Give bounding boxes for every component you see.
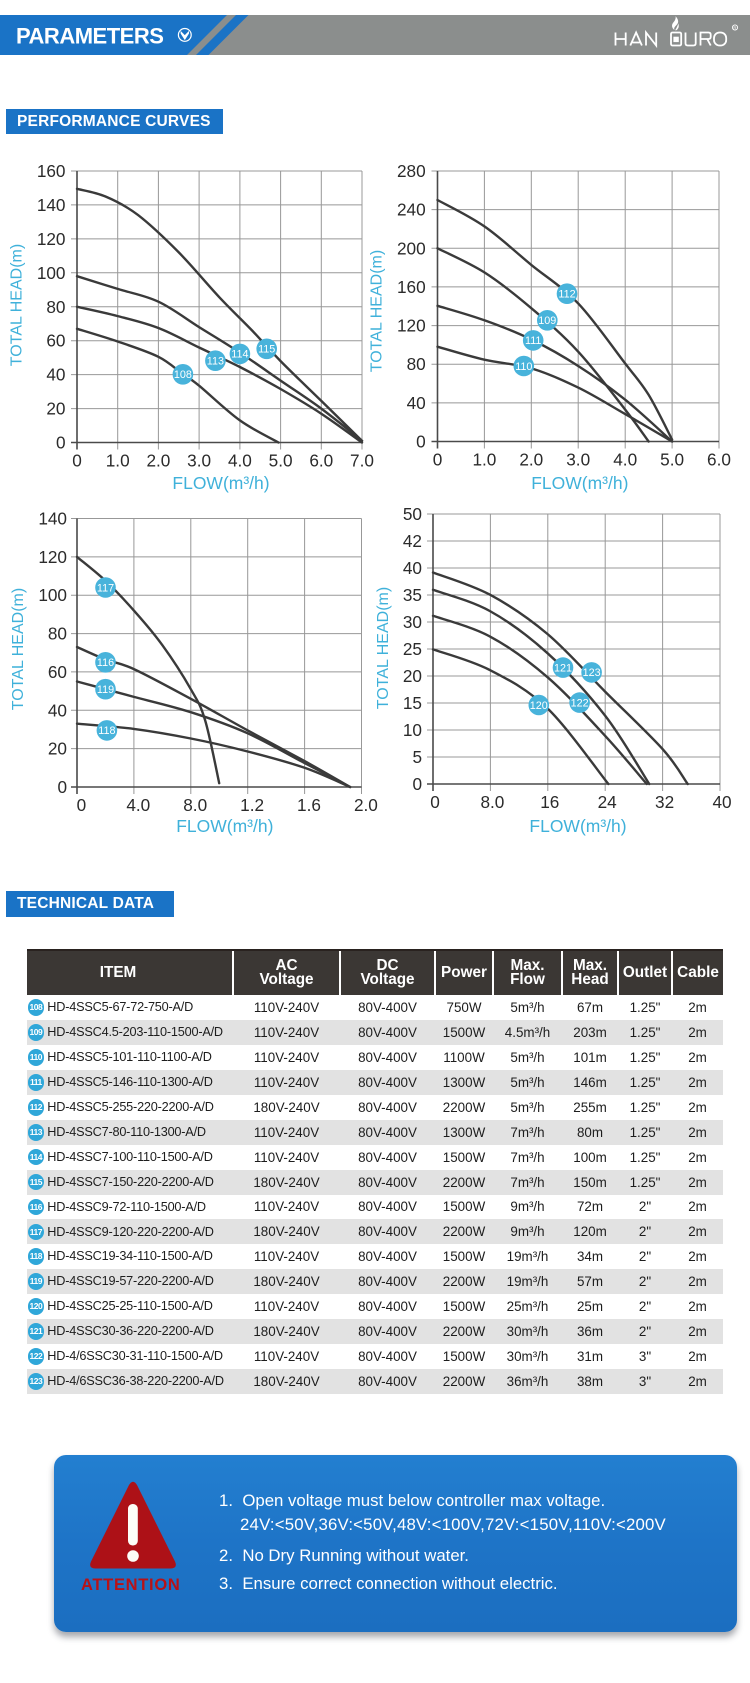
svg-text:108: 108 (174, 369, 192, 381)
svg-text:TOTAL HEAD(m): TOTAL HEAD(m) (375, 587, 392, 709)
svg-text:123: 123 (583, 667, 601, 679)
svg-text:R: R (733, 25, 736, 30)
svg-text:240: 240 (397, 200, 426, 220)
svg-text:4.0: 4.0 (126, 795, 150, 815)
svg-text:0: 0 (416, 432, 426, 452)
svg-text:100: 100 (38, 585, 67, 605)
svg-text:1.6: 1.6 (297, 795, 321, 815)
svg-text:60: 60 (48, 662, 67, 682)
svg-text:24: 24 (598, 792, 618, 812)
svg-text:32: 32 (655, 792, 674, 812)
svg-text:80: 80 (407, 354, 426, 374)
svg-text:122: 122 (571, 697, 589, 709)
svg-text:20: 20 (403, 666, 422, 686)
svg-text:5.0: 5.0 (269, 451, 293, 471)
svg-text:40: 40 (403, 558, 422, 578)
svg-text:2.0: 2.0 (354, 795, 378, 815)
svg-text:7.0: 7.0 (350, 451, 374, 471)
svg-text:0: 0 (433, 450, 443, 470)
svg-text:3.0: 3.0 (187, 451, 211, 471)
svg-text:160: 160 (397, 277, 426, 297)
svg-text:60: 60 (46, 331, 65, 351)
svg-text:25: 25 (403, 639, 422, 659)
svg-text:PARAMETERS: PARAMETERS (16, 24, 163, 49)
svg-text:120: 120 (530, 700, 548, 712)
svg-text:1.2: 1.2 (240, 795, 264, 815)
svg-text:20: 20 (46, 399, 65, 419)
svg-text:1.0: 1.0 (106, 451, 130, 471)
svg-text:2.0: 2.0 (519, 450, 543, 470)
svg-text:40: 40 (46, 365, 65, 385)
svg-text:140: 140 (37, 195, 66, 215)
svg-text:50: 50 (403, 504, 422, 524)
svg-text:40: 40 (712, 792, 731, 812)
svg-text:119: 119 (97, 684, 114, 696)
svg-text:0: 0 (430, 792, 440, 812)
svg-text:109: 109 (538, 315, 556, 327)
svg-text:8.0: 8.0 (183, 795, 207, 815)
svg-text:4.0: 4.0 (613, 450, 637, 470)
svg-text:40: 40 (407, 393, 426, 413)
svg-text:40: 40 (48, 700, 67, 720)
svg-text:TOTAL HEAD(m): TOTAL HEAD(m) (10, 588, 27, 710)
svg-text:0: 0 (56, 433, 66, 453)
svg-text:6.0: 6.0 (707, 450, 731, 470)
svg-text:3.0: 3.0 (566, 450, 590, 470)
svg-text:0: 0 (72, 451, 82, 471)
svg-text:8.0: 8.0 (480, 792, 504, 812)
svg-text:111: 111 (525, 335, 541, 347)
svg-text:140: 140 (38, 509, 67, 529)
svg-text:35: 35 (403, 585, 422, 605)
svg-text:117: 117 (97, 582, 114, 594)
svg-text:120: 120 (38, 547, 67, 567)
svg-text:1.0: 1.0 (472, 450, 496, 470)
svg-text:TOTAL HEAD(m): TOTAL HEAD(m) (9, 244, 26, 366)
svg-text:4.0: 4.0 (228, 451, 252, 471)
svg-text:42: 42 (403, 531, 422, 551)
svg-text:113: 113 (207, 356, 224, 368)
svg-text:80: 80 (46, 297, 65, 317)
svg-text:16: 16 (540, 792, 559, 812)
svg-text:120: 120 (397, 316, 426, 336)
svg-text:20: 20 (48, 739, 67, 759)
svg-text:FLOW(m³/h): FLOW(m³/h) (529, 816, 626, 836)
svg-text:120: 120 (37, 229, 66, 249)
svg-text:112: 112 (558, 289, 575, 301)
svg-text:110: 110 (515, 361, 532, 373)
svg-text:30: 30 (403, 612, 422, 632)
svg-text:100: 100 (37, 263, 66, 283)
svg-text:0: 0 (57, 777, 67, 797)
svg-text:0: 0 (412, 774, 422, 794)
svg-text:6.0: 6.0 (309, 451, 333, 471)
svg-text:FLOW(m³/h): FLOW(m³/h) (176, 816, 273, 836)
svg-text:200: 200 (397, 238, 426, 258)
svg-text:115: 115 (258, 344, 275, 356)
svg-text:116: 116 (97, 657, 114, 669)
svg-text:FLOW(m³/h): FLOW(m³/h) (172, 473, 269, 493)
svg-text:280: 280 (397, 161, 426, 181)
svg-text:FLOW(m³/h): FLOW(m³/h) (531, 473, 628, 493)
svg-text:5: 5 (412, 747, 422, 767)
svg-text:160: 160 (37, 161, 66, 181)
svg-text:114: 114 (231, 349, 248, 361)
svg-text:118: 118 (98, 725, 115, 737)
svg-text:0: 0 (77, 795, 87, 815)
svg-text:TOTAL HEAD(m): TOTAL HEAD(m) (369, 250, 386, 372)
svg-text:2.0: 2.0 (146, 451, 170, 471)
svg-text:5.0: 5.0 (660, 450, 684, 470)
svg-text:15: 15 (403, 693, 422, 713)
svg-text:121: 121 (554, 662, 572, 674)
svg-text:10: 10 (403, 720, 422, 740)
svg-text:80: 80 (48, 624, 67, 644)
